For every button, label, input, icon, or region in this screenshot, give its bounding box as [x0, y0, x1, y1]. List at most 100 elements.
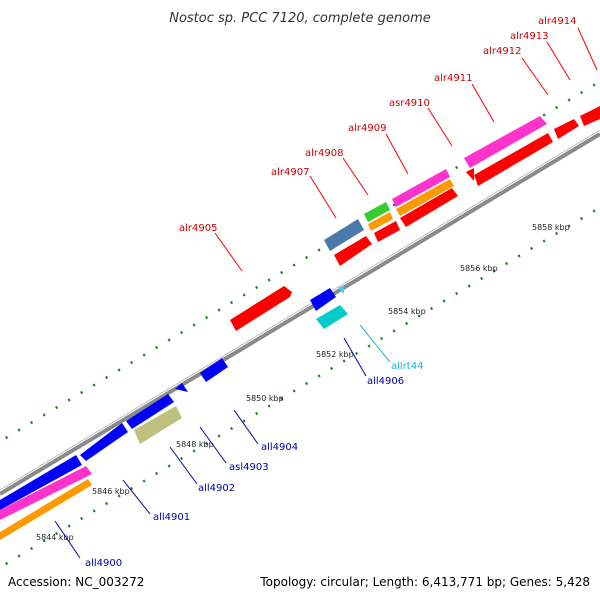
upper-track-tick — [5, 435, 9, 440]
gene-arrow-alr4909-pink[interactable] — [392, 169, 450, 207]
lower-track-tick — [80, 516, 84, 521]
scale-label-5850: 5850 kbp — [246, 394, 284, 403]
tick-labels: 5844 kbp 5846 kbp 5848 kbp 5850 kbp 5852 kbp… — [36, 223, 570, 542]
gene-label-allrt44[interactable]: allrt44 — [391, 361, 423, 372]
lower-track-tick — [180, 456, 184, 461]
gene-label-alr4914[interactable]: alr4914 — [538, 16, 576, 27]
lower-track-tick — [230, 426, 234, 431]
reverse-gene-labels: all4900 all4901 all4902 asl4903 all4904 … — [85, 361, 423, 569]
lower-track-tick — [380, 336, 384, 341]
gene-label-all4906[interactable]: all4906 — [367, 376, 404, 387]
lower-track-tick — [280, 396, 284, 401]
upper-track-tick — [317, 248, 321, 252]
gene-arrow-alr4905[interactable] — [230, 286, 292, 331]
upper-track-tick — [80, 390, 84, 395]
upper-track-tick — [180, 330, 184, 335]
upper-track-tick — [55, 405, 59, 410]
upper-track-tick — [230, 300, 234, 305]
gene-label-all4902[interactable]: all4902 — [198, 483, 235, 494]
upper-track-tick — [105, 375, 109, 380]
lower-track-tick — [542, 239, 546, 243]
lower-track-tick — [492, 269, 496, 273]
lower-track-tick — [405, 321, 409, 326]
lower-track-tick — [342, 359, 346, 363]
lower-track-tick — [155, 471, 159, 476]
upper-track-tick — [267, 278, 271, 282]
gene-arrow-alr4907[interactable] — [334, 236, 372, 266]
lower-track-tick — [67, 524, 71, 528]
gene-arrow-all4900[interactable] — [0, 455, 82, 510]
gene-label-alr4908[interactable]: alr4908 — [305, 148, 343, 159]
gene-arrow-asr4910[interactable] — [466, 168, 474, 181]
gene-arrow-alr4911-pink[interactable] — [464, 116, 547, 168]
backbone-line-inner — [0, 129, 600, 491]
lower-track-tick — [530, 246, 534, 251]
lower-track-tick — [292, 389, 296, 393]
gene-arrow-alr4907-top[interactable] — [324, 219, 364, 251]
upper-track-tick — [117, 368, 121, 372]
lower-track-tick — [430, 306, 434, 311]
lower-track-tick — [242, 419, 246, 423]
gene-arrow-alr4909[interactable] — [400, 188, 458, 227]
lower-track-tick — [480, 276, 484, 281]
gene-arrow-all4904[interactable] — [200, 358, 228, 382]
gene-arrow-alr4909-orange[interactable] — [396, 179, 454, 216]
lower-track-tick — [42, 539, 46, 543]
gene-arrow-lower-pink[interactable] — [0, 466, 92, 520]
gene-arrow-asl4903[interactable] — [175, 383, 188, 392]
lower-track-tick — [267, 404, 271, 408]
gene-label-asr4910[interactable]: asr4910 — [389, 98, 430, 109]
lower-track-tick — [567, 224, 571, 228]
gene-label-alr4905[interactable]: alr4905 — [179, 223, 217, 234]
gene-arrow-alr4913[interactable] — [580, 106, 600, 126]
lower-track-tick — [167, 464, 171, 468]
gene-arrow-alr4908-orange[interactable] — [368, 212, 393, 231]
upper-track-tick — [42, 413, 46, 417]
upper-track-tick — [280, 270, 284, 275]
lower-track-tick — [205, 441, 209, 446]
gene-arrow-all4901[interactable] — [80, 423, 128, 461]
lower-track-tick — [192, 449, 196, 453]
gene-label-alr4912[interactable]: alr4912 — [483, 46, 521, 57]
gene-arrow-alr4908[interactable] — [374, 221, 400, 242]
upper-track-tick — [205, 315, 209, 320]
lower-track-tick — [105, 501, 109, 506]
gene-arrow-lower-orange[interactable] — [0, 479, 92, 540]
topology-summary: Topology: circular; Length: 6,413,771 bp… — [259, 575, 590, 589]
gene-arrow-alr4911[interactable] — [474, 133, 553, 186]
lower-track-tick — [455, 291, 459, 296]
gene-arrow-allrt44[interactable] — [316, 305, 348, 329]
forward-gene-labels: alr4905 alr4907 alr4908 alr4909 asr4910 … — [179, 16, 576, 234]
lower-track-tick — [467, 284, 471, 288]
upper-track-tick — [255, 285, 259, 290]
lower-track-tick — [330, 366, 334, 371]
lower-track-tick — [417, 314, 421, 318]
lower-track-tick — [217, 434, 221, 438]
gene-arrow-all4902-olive[interactable] — [134, 406, 182, 444]
gene-label-all4904[interactable]: all4904 — [261, 442, 298, 453]
gene-label-alr4913[interactable]: alr4913 — [510, 31, 548, 42]
gene-label-asl4903[interactable]: asl4903 — [229, 462, 269, 473]
lower-track-tick — [517, 254, 521, 258]
gene-arrow-alr4912[interactable] — [554, 119, 579, 139]
upper-track-tick — [555, 105, 559, 110]
gene-label-alr4911[interactable]: alr4911 — [434, 73, 472, 84]
lower-track-tick — [30, 546, 34, 551]
lower-track-tick — [117, 494, 121, 498]
upper-track-tick — [580, 90, 584, 95]
gene-label-alr4909[interactable]: alr4909 — [348, 123, 386, 134]
gene-arrow-all4902[interactable] — [126, 394, 174, 429]
lower-track-tick — [580, 216, 584, 221]
gene-arrow-alr4908-green[interactable] — [364, 202, 390, 222]
gene-arrow-all4906[interactable] — [310, 288, 336, 311]
scale-label-5856: 5856 kbp — [460, 264, 498, 273]
gene-label-alr4907[interactable]: alr4907 — [271, 167, 309, 178]
gene-arrow-allrt44-small[interactable] — [338, 285, 344, 294]
upper-track-tick — [192, 323, 196, 327]
gene-label-all4901[interactable]: all4901 — [153, 512, 190, 523]
upper-track-tick — [30, 420, 34, 425]
upper-track-tick — [17, 428, 21, 432]
lower-track-tick — [255, 411, 259, 416]
gene-label-all4900[interactable]: all4900 — [85, 558, 122, 569]
upper-track-tick — [142, 353, 146, 357]
